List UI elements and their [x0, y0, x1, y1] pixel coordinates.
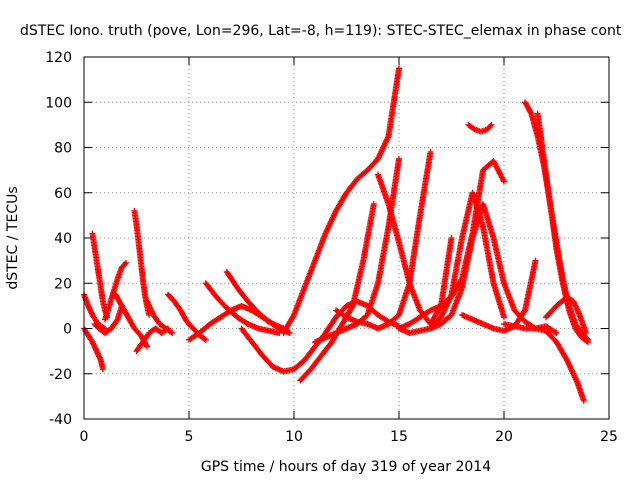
data-point — [580, 397, 587, 404]
x-tick-label: 10 — [285, 429, 303, 445]
data-point — [552, 329, 559, 336]
x-tick-label: 15 — [390, 429, 408, 445]
data-point — [527, 109, 534, 116]
data-point — [532, 257, 539, 264]
data-series — [465, 121, 495, 135]
data-series — [81, 325, 106, 373]
data-point — [370, 201, 377, 208]
y-tick-label: 40 — [54, 231, 72, 247]
data-point — [349, 304, 356, 311]
data-point — [521, 308, 528, 315]
data-series — [427, 189, 507, 332]
data-point — [396, 65, 402, 72]
x-tick-label: 5 — [185, 429, 194, 445]
data-series — [89, 230, 111, 321]
data-point — [585, 339, 591, 346]
data-point — [143, 342, 150, 349]
data-point — [123, 259, 129, 266]
y-tick-labels: -40 -20 0 20 40 60 80 100 120 — [45, 50, 72, 428]
data-point — [501, 178, 507, 185]
data-point — [448, 235, 455, 241]
chart-title: dSTEC Iono. truth (pove, Lon=296, Lat=-8… — [20, 23, 622, 39]
y-tick-label: 60 — [54, 186, 72, 202]
data-series — [165, 291, 209, 343]
data-point — [501, 314, 507, 321]
y-axis-label: dSTEC / TECUs — [5, 186, 21, 289]
y-tick-label: 80 — [54, 141, 72, 157]
data-series — [543, 293, 589, 337]
data-series — [238, 298, 402, 375]
data-series — [534, 110, 591, 346]
x-tick-label: 20 — [495, 429, 513, 445]
data-point — [553, 330, 560, 337]
data-point — [121, 261, 128, 268]
data-series — [312, 155, 402, 346]
data-series — [396, 201, 560, 337]
data-point — [488, 121, 495, 128]
data-point — [167, 329, 174, 336]
x-axis-label: GPS time / hours of day 319 of year 2014 — [201, 459, 491, 475]
x-tick-label: 0 — [80, 429, 89, 445]
data-point — [144, 343, 150, 350]
data-series — [202, 280, 283, 337]
data-point — [202, 336, 209, 343]
data-point — [582, 330, 589, 337]
y-tick-label: -40 — [49, 412, 72, 428]
data-series — [501, 320, 587, 404]
x-tick-label: 25 — [600, 429, 618, 445]
data-point — [169, 330, 176, 337]
data-point — [286, 330, 293, 337]
ticks — [83, 56, 610, 420]
data-series — [459, 257, 539, 334]
data-series — [102, 259, 129, 323]
data-point — [290, 313, 297, 320]
y-tick-label: 120 — [45, 50, 72, 66]
data-point — [396, 155, 402, 162]
data-point — [427, 149, 434, 156]
x-tick-labels: 0 5 10 15 20 25 — [80, 429, 618, 445]
y-tick-label: -20 — [49, 367, 72, 383]
data-series — [375, 171, 455, 327]
y-tick-label: 20 — [54, 276, 72, 292]
data-point — [99, 366, 106, 373]
data-point — [201, 335, 208, 342]
data-series — [333, 149, 434, 332]
data-point — [487, 123, 494, 130]
data-series — [144, 298, 176, 337]
y-tick-label: 0 — [63, 322, 72, 338]
data-point — [583, 338, 590, 345]
data-series — [280, 65, 402, 337]
data-series — [297, 201, 377, 384]
y-tick-label: 100 — [45, 95, 72, 111]
series-layer — [81, 65, 591, 404]
